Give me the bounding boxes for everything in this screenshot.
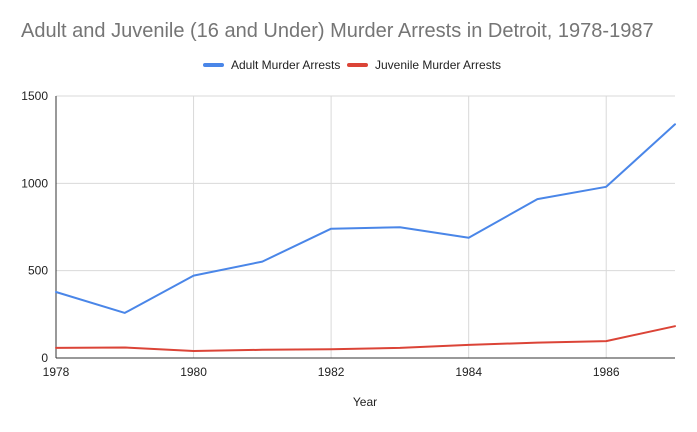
series-line-juvenile (55, 325, 676, 352)
x-tick-label: 1986 (593, 365, 620, 379)
legend-item-adult: Adult Murder Arrests (203, 58, 340, 72)
x-tick-label: 1984 (455, 365, 482, 379)
y-tick-label: 1500 (21, 89, 48, 103)
series-line-adult (55, 123, 676, 314)
x-tick-label: 1978 (43, 365, 70, 379)
x-tick-label: 1980 (180, 365, 207, 379)
y-tick-label: 500 (28, 264, 48, 278)
chart-title: Adult and Juvenile (16 and Under) Murder… (21, 20, 654, 42)
x-axis-title: Year (352, 395, 378, 409)
legend-swatch-juvenile (347, 63, 368, 67)
legend-label-juvenile: Juvenile Murder Arrests (375, 58, 502, 72)
legend-item-juvenile: Juvenile Murder Arrests (347, 58, 501, 72)
y-tick-label: 0 (41, 351, 48, 365)
chart-legend: Adult Murder Arrests Juvenile Murder Arr… (0, 58, 697, 76)
y-tick-label: 1000 (21, 176, 48, 190)
x-tick-label: 1982 (318, 365, 345, 379)
legend-swatch-adult (203, 63, 224, 67)
legend-label-adult: Adult Murder Arrests (231, 58, 341, 72)
